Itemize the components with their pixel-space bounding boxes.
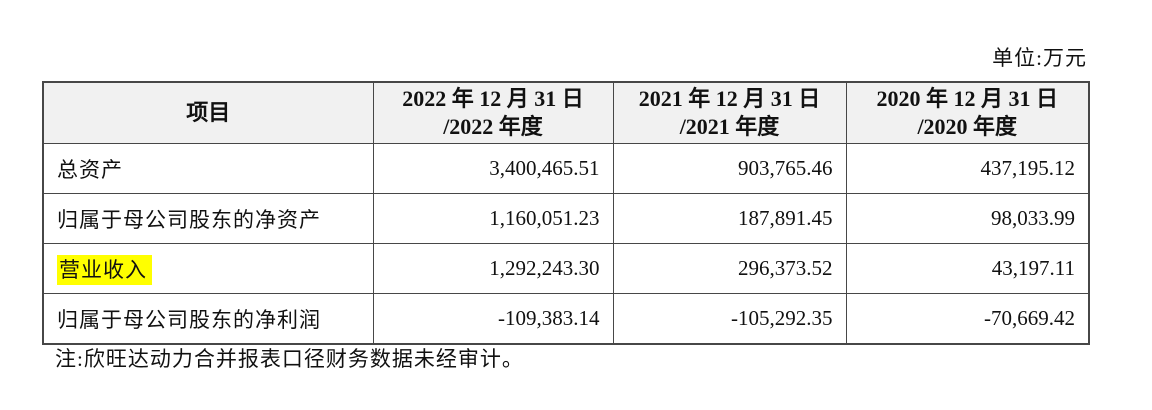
row-label-net-profit: 归属于母公司股东的净利润 [42, 293, 374, 345]
row-label-net-assets: 归属于母公司股东的净资产 [42, 193, 374, 244]
header-period-2021-line2: /2021 年度 [679, 114, 780, 139]
header-period-2020: 2020 年 12 月 31 日 /2020 年度 [845, 81, 1090, 144]
header-period-2022-line2: /2022 年度 [443, 114, 543, 139]
header-period-2022: 2022 年 12 月 31 日 /2022 年度 [372, 81, 614, 144]
table-row-revenue: 营业收入 1,292,243.30 296,373.52 43,197.11 [42, 243, 1090, 294]
header-period-2021: 2021 年 12 月 31 日 /2021 年度 [612, 81, 847, 144]
footnote: 注:欣旺达动力合并报表口径财务数据未经审计。 [55, 347, 524, 371]
cell-net-assets-2021: 187,891.45 [612, 193, 847, 244]
cell-net-profit-2021: -105,292.35 [612, 293, 847, 345]
header-period-2020-line1: 2020 年 12 月 31 日 [876, 86, 1058, 111]
cell-net-assets-2020: 98,033.99 [845, 193, 1090, 244]
table-row-net-assets: 归属于母公司股东的净资产 1,160,051.23 187,891.45 98,… [42, 193, 1090, 244]
table-row-net-profit: 归属于母公司股东的净利润 -109,383.14 -105,292.35 -70… [42, 293, 1090, 345]
cell-revenue-2021: 296,373.52 [612, 243, 847, 294]
cell-net-profit-2020: -70,669.42 [845, 293, 1090, 345]
table-row-total-assets: 总资产 3,400,465.51 903,765.46 437,195.12 [42, 143, 1090, 194]
cell-net-assets-2022: 1,160,051.23 [372, 193, 614, 244]
header-period-2020-line2: /2020 年度 [917, 114, 1018, 139]
financial-summary-table: 项目 2022 年 12 月 31 日 /2022 年度 2021 年 12 月… [42, 81, 1090, 345]
unit-label: 单位:万元 [992, 46, 1087, 70]
cell-total-assets-2020: 437,195.12 [845, 143, 1090, 194]
header-period-2022-line1: 2022 年 12 月 31 日 [402, 86, 584, 111]
header-item-cell: 项目 [42, 81, 374, 144]
cell-total-assets-2021: 903,765.46 [612, 143, 847, 194]
header-period-2021-line1: 2021 年 12 月 31 日 [638, 86, 821, 111]
cell-revenue-2022: 1,292,243.30 [372, 243, 614, 294]
header-row: 项目 2022 年 12 月 31 日 /2022 年度 2021 年 12 月… [42, 81, 1090, 144]
row-label-revenue-cell: 营业收入 [42, 243, 374, 294]
cell-revenue-2020: 43,197.11 [845, 243, 1090, 294]
cell-net-profit-2022: -109,383.14 [372, 293, 614, 345]
row-label-total-assets: 总资产 [42, 143, 374, 194]
cell-total-assets-2022: 3,400,465.51 [372, 143, 614, 194]
highlighted-revenue-label: 营业收入 [57, 254, 152, 285]
